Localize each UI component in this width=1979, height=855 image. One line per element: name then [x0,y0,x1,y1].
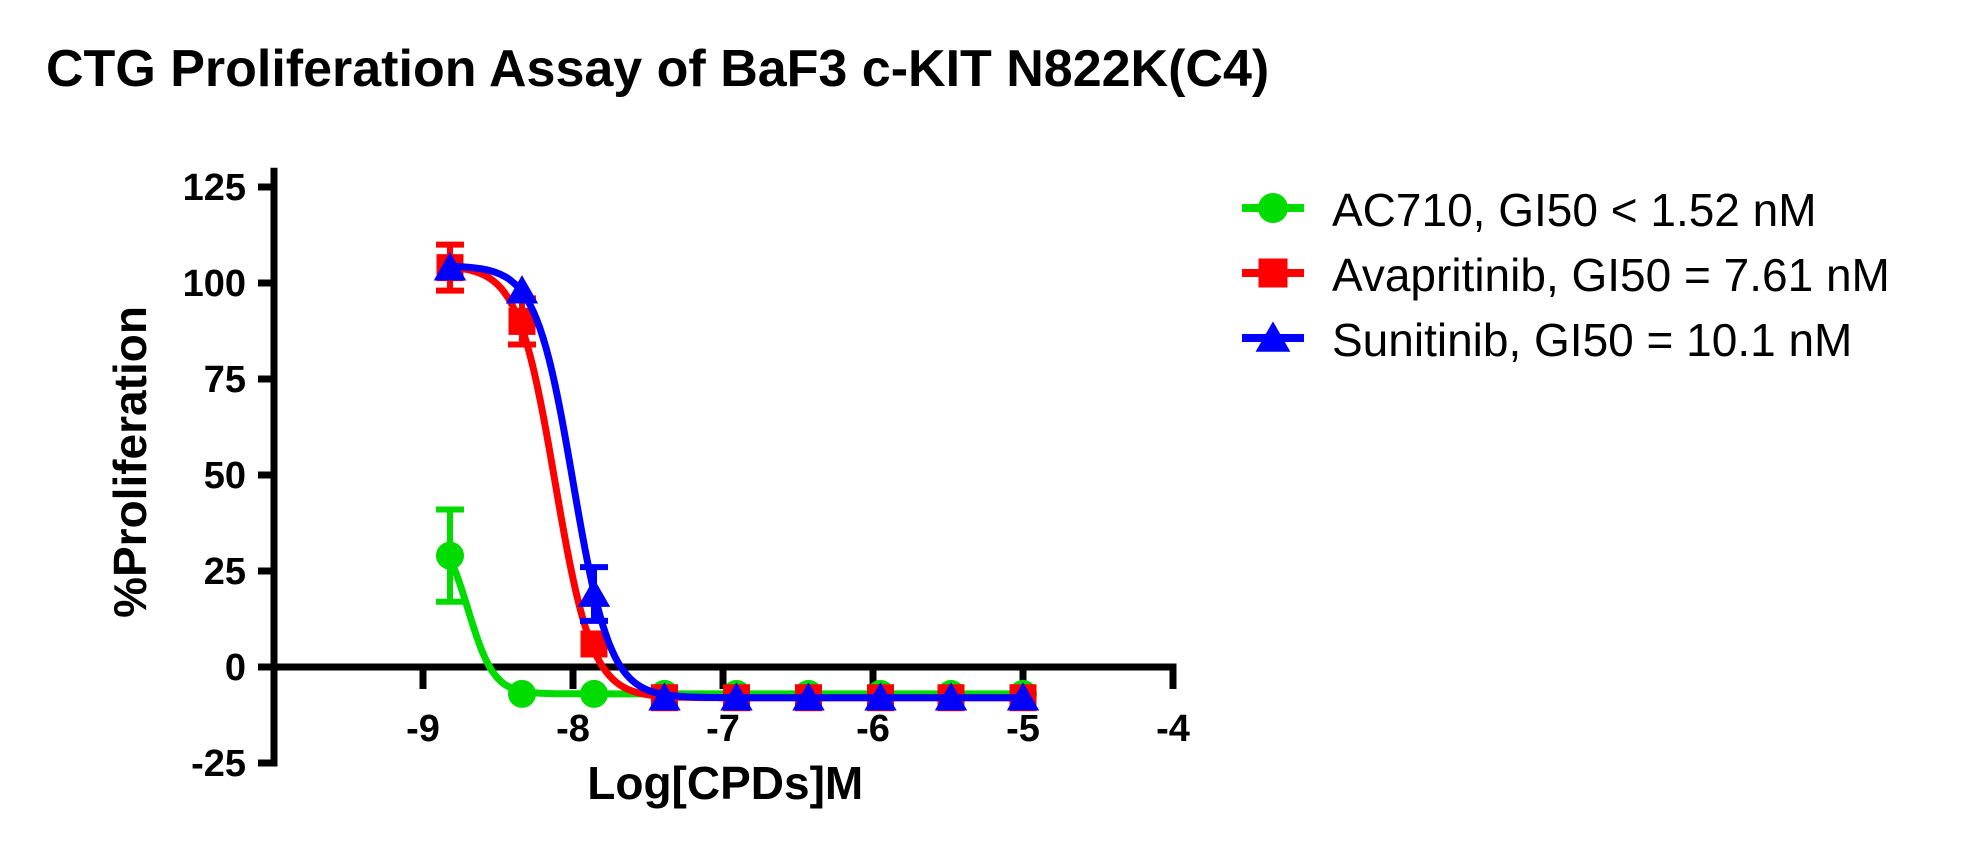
legend-square-marker-icon [1258,258,1288,288]
series-avapritinib-curve [446,263,1027,702]
series-sunitinib-marker [577,578,611,607]
series-ac710-curve [446,555,1027,698]
legend-circle-marker-icon [1258,193,1288,223]
series-sunitinib-marker [720,682,753,711]
series-sunitinib-marker [648,682,681,711]
series-sunitinib-marker [934,682,968,711]
legend-label: Sunitinib, GI50 = 10.1 nM [1332,314,1852,366]
series-ac710 [436,506,1037,708]
series-ac710-marker [508,679,536,708]
legend-triangle-marker-icon [1255,321,1291,352]
y-tick-label: 75 [204,359,246,401]
y-tick-label: -25 [191,743,246,785]
series-avapritinib [436,241,1037,712]
series-sunitinib-curve [446,262,1027,702]
y-tick-label: 50 [204,455,246,497]
series-sunitinib-marker [1006,682,1040,711]
x-tick-label: -8 [556,708,590,750]
x-tick-label: -7 [706,708,740,750]
x-axis-title: Log[CPDs]M [587,757,863,809]
y-tick-label: 125 [183,167,246,209]
legend: AC710, GI50 < 1.52 nM Avapritinib, GI50 =… [1242,184,1890,366]
series-sunitinib [433,252,1040,711]
axes [258,167,1177,767]
x-tick-label: -4 [1156,708,1190,750]
series-sunitinib-marker [792,682,825,711]
y-axis-title: %Proliferation [104,306,156,618]
y-tick-label: 100 [183,263,246,305]
x-tick-label: -9 [406,708,440,750]
x-tick-label: -5 [1006,708,1040,750]
legend-label: AC710, GI50 < 1.52 nM [1332,184,1817,236]
x-tick-label: -6 [856,708,890,750]
series-sunitinib-marker [505,275,539,304]
y-tick-label: 25 [204,551,246,593]
legend-label: Avapritinib, GI50 = 7.61 nM [1332,249,1890,301]
series-ac710-marker [580,679,608,708]
y-tick-label: 0 [225,647,246,689]
series-sunitinib-marker [864,682,897,711]
legend-item-ac710: AC710, GI50 < 1.52 nM [1242,184,1817,236]
chart-title: CTG Proliferation Assay of BaF3 c-KIT N8… [46,40,1270,98]
legend-item-avapritinib: Avapritinib, GI50 = 7.61 nM [1242,249,1890,301]
series-ac710-marker [436,541,464,570]
legend-item-sunitinib: Sunitinib, GI50 = 10.1 nM [1242,314,1852,366]
series-sunitinib-marker [433,252,467,281]
